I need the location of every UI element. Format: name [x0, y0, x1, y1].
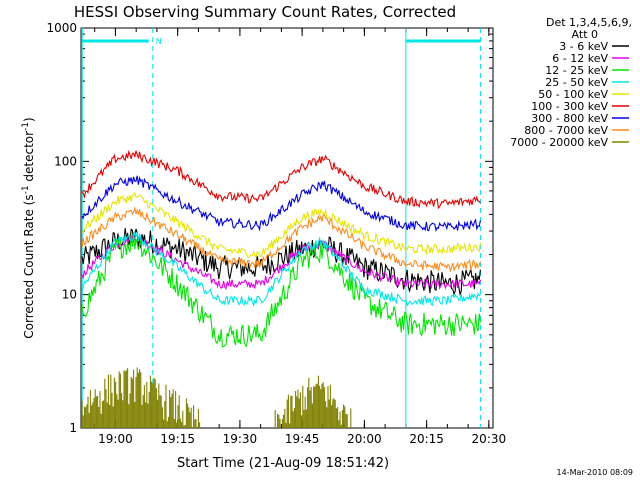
series-line [81, 228, 481, 297]
legend-entry-label: 7000 - 20000 keV [510, 136, 608, 149]
axis-ticks: 19:00 19:15 19:30 19:45 20:00 20:15 20:30 1 10 10… [46, 21, 506, 446]
plot-frame [80, 27, 494, 429]
x-tick-label: 19:00 [98, 432, 133, 446]
y-tick-label: 1 [69, 421, 77, 435]
legend-entry-label: 100 - 300 keV [531, 100, 608, 113]
legend-entry-label: 6 - 12 keV [552, 52, 608, 65]
legend-entry-label: 800 - 7000 keV [524, 124, 608, 137]
y-tick-label: 10 [62, 288, 77, 302]
legend-entry-label: 3 - 6 keV [559, 40, 608, 53]
night-marker-label: N [156, 37, 162, 46]
x-tick-label: 19:45 [285, 432, 320, 446]
y-tick-label: 1000 [46, 21, 77, 35]
time-markers: N [81, 28, 482, 428]
series-line [81, 206, 481, 272]
legend-title-1: Det 1,3,4,5,6,9, [546, 16, 632, 29]
legend-entry-label: 12 - 25 keV [545, 64, 608, 77]
x-tick-label: 20:00 [347, 432, 382, 446]
x-tick-label: 19:30 [223, 432, 258, 446]
y-axis-label: Corrected Count Rate (s-1 detector-1) [21, 117, 36, 338]
x-tick-label: 20:30 [472, 432, 507, 446]
x-tick-label: 19:15 [160, 432, 195, 446]
y-tick-label: 100 [54, 154, 77, 168]
legend-entry-label: 25 - 50 keV [545, 76, 608, 89]
legend-title-2: Att 0 [572, 28, 598, 41]
x-axis-label: Start Time (21-Aug-09 18:51:42) [177, 456, 389, 471]
series-line [81, 149, 481, 210]
timestamp: 14-Mar-2010 08:09 [557, 468, 634, 477]
series-group [81, 149, 481, 428]
series-line [81, 232, 481, 348]
chart-title: HESSI Observing Summary Count Rates, Cor… [74, 3, 456, 21]
series-line [81, 367, 352, 428]
series-line [81, 175, 481, 233]
x-tick-label: 20:15 [409, 432, 444, 446]
series-line [81, 230, 481, 308]
legend-entry-label: 50 - 100 keV [538, 88, 608, 101]
legend-entry-label: 300 - 800 keV [531, 112, 608, 125]
series-line [81, 191, 481, 259]
